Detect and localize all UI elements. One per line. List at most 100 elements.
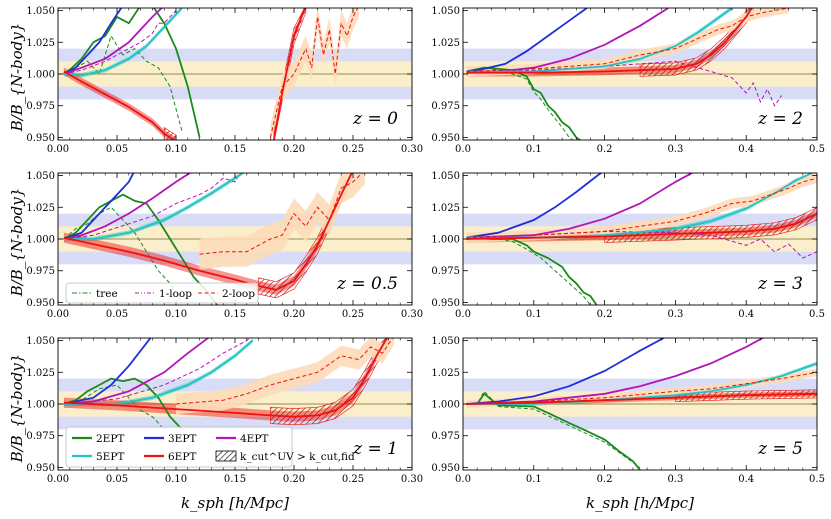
series-2EPT-dashed xyxy=(63,206,183,303)
x-tick-label: 0.15 xyxy=(224,474,246,485)
panel-z0_5: 0.00 0.05 0.10 0.15 0.20 0.25 0.30 0.950 0.975 1.… xyxy=(26,171,423,320)
x-axis-label-left: k_sph [h/Mpc] xyxy=(181,494,289,512)
series-6EPT-dashed xyxy=(175,338,394,405)
x-tick-label: 0.10 xyxy=(165,309,187,320)
panel-z3: 0.0 0.1 0.2 0.3 0.4 0.5 0.950 0.975 1.000 1.025 1.… xyxy=(431,171,825,320)
series-2EPT-dashed xyxy=(466,237,591,305)
y-tick-label: 1.050 xyxy=(431,336,460,347)
series-6EPT-uncertainty-shade xyxy=(270,8,359,140)
series-6EPT-uncertainty-shade xyxy=(199,173,365,270)
series-6EPT-solid xyxy=(63,70,176,140)
x-tick-label: 0.30 xyxy=(401,144,423,155)
legend-loops: tree 1-loop 2-loop xyxy=(65,282,259,304)
redshift-annotation: z = 0 xyxy=(352,109,398,129)
legend-ept-label-5: k_cut^UV > k_cut,fid xyxy=(240,451,355,463)
series-4EPT-dashed xyxy=(63,173,241,240)
redshift-annotation: z = 2 xyxy=(757,109,803,129)
x-tick-label: 0.2 xyxy=(597,474,613,485)
series-2EPT-dashed xyxy=(466,67,574,140)
series-5EPT-solid xyxy=(466,8,733,73)
series-6EPT-solid xyxy=(273,8,306,140)
redshift-annotation: z = 3 xyxy=(757,274,803,294)
series-6EPT-solid xyxy=(466,8,753,74)
series-3EPT-solid xyxy=(63,8,123,75)
y-axis-label-row2: B/B_{N-body} xyxy=(8,188,26,298)
x-tick-label: 0.4 xyxy=(738,309,754,320)
series-4EPT-dashed xyxy=(466,230,817,259)
y-tick-label: 1.000 xyxy=(431,70,460,81)
y-tick-label: 0.975 xyxy=(431,101,460,112)
legend-loops-box xyxy=(65,282,259,304)
y-tick-label: 1.000 xyxy=(431,400,460,411)
redshift-annotation: z = 0.5 xyxy=(336,274,398,294)
series-4EPT-solid xyxy=(63,338,210,405)
series-2EPT-dashed xyxy=(63,34,183,132)
y-tick-label: 0.950 xyxy=(431,133,460,144)
x-tick-label: 0.2 xyxy=(597,144,613,155)
x-tick-label: 0.30 xyxy=(401,309,423,320)
y-tick-label: 0.975 xyxy=(431,266,460,277)
x-tick-label: 0.5 xyxy=(809,144,825,155)
series-2EPT-dashed xyxy=(63,384,165,430)
series-4EPT-dashed xyxy=(63,10,177,75)
series-3EPT-solid xyxy=(63,338,152,405)
y-tick-label: 1.025 xyxy=(26,203,55,214)
x-tick-label: 0.3 xyxy=(667,309,683,320)
legend-hatch-swatch xyxy=(215,450,237,462)
redshift-annotation: z = 1 xyxy=(352,439,398,459)
series-5EPT-band xyxy=(63,8,182,78)
y-tick-label: 1.050 xyxy=(26,336,55,347)
y-tick-label: 1.000 xyxy=(26,235,55,246)
panel-z2: 0.0 0.1 0.2 0.3 0.4 0.5 0.950 0.975 1.000 1.025 1.… xyxy=(431,6,825,155)
series-2EPT-solid xyxy=(466,392,641,470)
legend-loop-label-0: tree xyxy=(96,288,118,300)
x-tick-label: 0.4 xyxy=(738,144,754,155)
series-2EPT-solid xyxy=(63,8,201,138)
y-axis-label-row3: B/B_{N-body} xyxy=(8,354,26,464)
y-axis-label-row1: B/B_{N-body} xyxy=(8,23,26,133)
x-tick-label: 0.2 xyxy=(597,309,613,320)
legend-ept-label-4: 6EPT xyxy=(168,451,196,463)
y-tick-label: 1.050 xyxy=(431,6,460,17)
x-tick-label: 0.1 xyxy=(526,309,542,320)
x-tick-label: 0.1 xyxy=(526,144,542,155)
x-tick-label: 0.3 xyxy=(667,144,683,155)
y-tick-label: 1.025 xyxy=(431,38,460,49)
series-5EPT-solid xyxy=(63,173,245,240)
series-5EPT-solid xyxy=(466,362,817,405)
x-tick-label: 0.0 xyxy=(455,309,471,320)
y-tick-label: 1.050 xyxy=(26,171,55,182)
y-tick-label: 1.000 xyxy=(431,235,460,246)
x-tick-label: 0.20 xyxy=(283,144,305,155)
plot-area xyxy=(58,173,412,305)
series-5EPT-solid xyxy=(63,339,254,405)
legend-ept: 2EPT 3EPT 4EPT 5EPT 6EPT k_cut^UV > k_cut,fid xyxy=(65,426,355,468)
y-tick-label: 0.975 xyxy=(26,101,55,112)
y-tick-label: 1.050 xyxy=(26,6,55,17)
x-tick-label: 0.3 xyxy=(667,474,683,485)
series-2EPT-solid xyxy=(63,193,219,305)
x-tick-label: 0.0 xyxy=(455,474,471,485)
series-4EPT-solid xyxy=(466,338,765,405)
series-6EPT-band xyxy=(63,67,176,140)
panel-z5: 0.0 0.1 0.2 0.3 0.4 0.5 0.950 0.975 1.000 1.025 1.… xyxy=(431,336,825,485)
plot-area xyxy=(58,338,412,431)
x-tick-label: 0.05 xyxy=(106,474,128,485)
series-6EPT-solid xyxy=(63,338,388,418)
plot-area xyxy=(463,173,817,305)
series-6EPT-solid xyxy=(466,212,817,240)
legend-ept-label-1: 3EPT xyxy=(168,433,196,445)
series-3EPT-solid xyxy=(466,338,666,405)
series-6EPT-dashed xyxy=(199,173,363,255)
plot-area xyxy=(58,8,412,140)
series-3EPT-solid xyxy=(466,173,603,239)
series-4EPT-solid xyxy=(63,173,192,240)
y-tick-label: 0.950 xyxy=(26,133,55,144)
x-tick-label: 0.4 xyxy=(738,474,754,485)
x-tick-label: 0.05 xyxy=(106,144,128,155)
x-tick-label: 0.15 xyxy=(224,144,246,155)
legend-ept-label-2: 4EPT xyxy=(240,433,268,445)
y-tick-label: 1.000 xyxy=(26,400,55,411)
series-5EPT-solid xyxy=(63,8,183,77)
